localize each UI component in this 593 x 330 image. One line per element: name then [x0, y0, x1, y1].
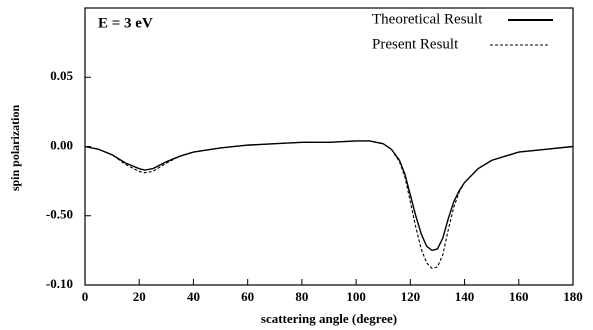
- y-tick-label: -0.50: [46, 207, 73, 222]
- x-tick-label: 40: [187, 289, 200, 304]
- x-tick-label: 140: [455, 289, 475, 304]
- y-tick-label: -0.10: [46, 276, 73, 291]
- y-tick-label: 0.00: [50, 137, 73, 152]
- x-tick-label: 100: [346, 289, 366, 304]
- annotation: E = 3 eV: [98, 15, 153, 31]
- series-line: [84, 140, 574, 252]
- x-tick-label: 60: [241, 289, 254, 304]
- x-tick-label: 80: [295, 289, 308, 304]
- x-tick-label: 180: [563, 289, 583, 304]
- plot-frame: [84, 7, 574, 286]
- legend-label: Theoretical Result: [372, 11, 483, 27]
- x-tick-label: 0: [82, 289, 89, 304]
- y-axis-label: spin polarization: [8, 105, 22, 192]
- y-tick-label: 0.05: [50, 68, 73, 83]
- series-line: [84, 140, 574, 269]
- x-tick-label: 160: [509, 289, 529, 304]
- x-tick-label: 120: [401, 289, 421, 304]
- x-tick-label: 20: [133, 289, 146, 304]
- legend-label: Present Result: [372, 36, 459, 52]
- x-axis-label: scattering angle (degree): [261, 311, 397, 326]
